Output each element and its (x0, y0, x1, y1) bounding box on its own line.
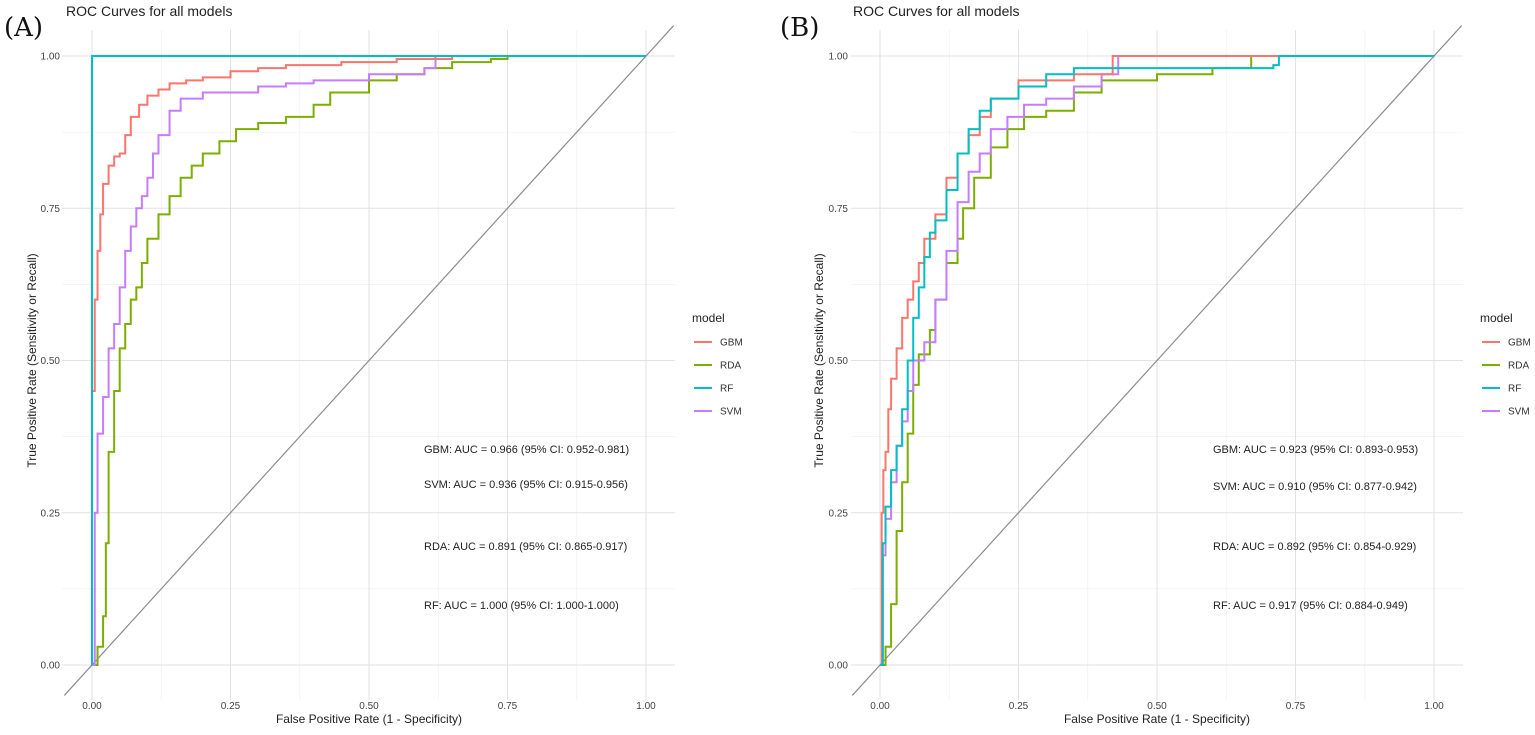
panel-letter: (B) (780, 13, 819, 43)
auc-annotation: GBM: AUC = 0.923 (95% CI: 0.893-0.953) (1213, 444, 1418, 456)
x-tick-label: 0.75 (498, 701, 518, 712)
series-line-svm (92, 55, 646, 666)
auc-annotation: RF: AUC = 0.917 (95% CI: 0.884-0.949) (1213, 600, 1408, 612)
legend-label: RDA (1508, 361, 1529, 372)
y-tick-label: 0.00 (829, 661, 849, 672)
reference-diagonal (63, 25, 675, 696)
y-tick-label: 1.00 (829, 52, 849, 63)
y-tick-label: 0.25 (829, 508, 849, 519)
auc-annotation: RDA: AUC = 0.891 (95% CI: 0.865-0.917) (424, 541, 627, 553)
series-line-svm (880, 55, 1434, 666)
panel-letter: (A) (4, 13, 43, 43)
reference-diagonal (851, 25, 1463, 696)
series-line-rf (91, 55, 646, 665)
x-tick-label: 0.50 (359, 701, 379, 712)
legend: model GBM RDA RF SVM (692, 311, 743, 418)
x-tick-label: 0.00 (870, 701, 890, 712)
y-tick-label: 0.25 (41, 508, 61, 519)
x-tick-label: 0.25 (221, 701, 241, 712)
auc-annotation: RDA: AUC = 0.892 (95% CI: 0.854-0.929) (1213, 541, 1416, 553)
x-tick-label: 1.00 (1424, 701, 1444, 712)
auc-annotation: SVM: AUC = 0.910 (95% CI: 0.877-0.942) (1213, 481, 1417, 493)
y-tick-label: 1.00 (41, 52, 61, 63)
legend-title: model (1480, 311, 1513, 325)
legend-label: SVM (1508, 407, 1530, 418)
series-line-rf (880, 55, 1434, 666)
x-tick-label: 0.00 (82, 701, 102, 712)
y-axis-label: True Positive Rate (Sensitivity or Recal… (25, 253, 39, 467)
y-axis-label: True Positive Rate (Sensitivity or Recal… (812, 253, 826, 467)
panel-a: (A) ROC Curves for all models 0.00 0.25 0.50… (4, 3, 743, 726)
auc-annotation: RF: AUC = 1.000 (95% CI: 1.000-1.000) (424, 600, 619, 612)
legend-label: RF (720, 384, 733, 395)
y-tick-label: 0.50 (41, 356, 61, 367)
x-axis-label: False Positive Rate (1 - Specificity) (1064, 712, 1250, 726)
legend-title: model (692, 311, 725, 325)
x-axis-label: False Positive Rate (1 - Specificity) (276, 712, 462, 726)
series-line-gbm (91, 55, 646, 665)
legend-label: GBM (720, 338, 743, 349)
legend-label: RF (1508, 384, 1521, 395)
legend: model GBM RDA RF SVM (1480, 311, 1531, 418)
y-tick-label: 0.75 (41, 204, 61, 215)
x-tick-label: 0.50 (1147, 701, 1167, 712)
legend-label: SVM (720, 407, 742, 418)
x-tick-label: 1.00 (636, 701, 656, 712)
plot-title: ROC Curves for all models (853, 3, 1020, 19)
legend-label: RDA (720, 361, 741, 372)
plot-title: ROC Curves for all models (66, 3, 233, 19)
series-line-rda (92, 55, 646, 666)
y-tick-label: 0.00 (41, 661, 61, 672)
auc-annotation: GBM: AUC = 0.966 (95% CI: 0.952-0.981) (424, 444, 629, 456)
y-tick-label: 0.75 (829, 204, 849, 215)
y-tick-label: 0.50 (829, 356, 849, 367)
panel-b: (B) ROC Curves for all models 0.00 0.25 0.50… (780, 3, 1531, 726)
x-tick-label: 0.25 (1009, 701, 1029, 712)
legend-label: GBM (1508, 338, 1531, 349)
auc-annotation: SVM: AUC = 0.936 (95% CI: 0.915-0.956) (424, 479, 628, 491)
x-tick-label: 0.75 (1286, 701, 1306, 712)
